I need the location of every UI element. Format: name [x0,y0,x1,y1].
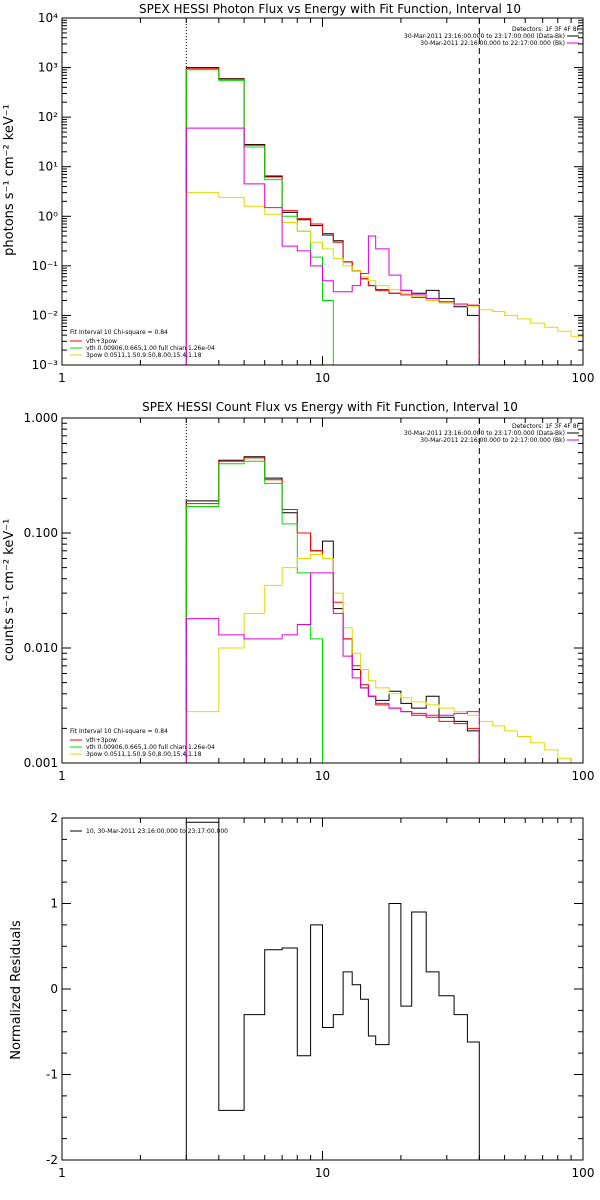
series-group [185,821,480,1160]
y-tick-label: 10⁻¹ [32,259,59,273]
chart-title: SPEX HESSI Count Flux vs Energy with Fit… [142,400,518,414]
x-tick-label: 1 [58,371,66,385]
plot-frame [61,417,584,764]
y-tick-label: 1.000 [24,411,58,425]
x-tick-label: 1 [58,769,66,783]
series-data-line [185,456,480,763]
series-vth-3pow-line [185,457,480,763]
x-tick-label: 100 [572,1166,595,1180]
axis-ticks: 1 10 100 -2 -1 0 1 2 [46,811,594,1180]
series-3pow-line [185,554,583,764]
y-tick-label: 10⁰ [38,209,58,223]
series-data-line [185,127,480,365]
y-tick-label: 10³ [38,61,58,75]
x-tick-label: 1 [58,1166,66,1180]
y-axis-label: photons s⁻¹ cm⁻² keV⁻¹ [2,104,17,256]
time-entry-bk: 30-Mar-2011 22:16:00.000 to 22:17:00.000… [420,437,565,444]
y-tick-label: 2 [50,811,58,825]
photon-flux-chart: SPEX HESSI Photon Flux vs Energy with Fi… [2,2,594,385]
x-tick-label: 10 [315,769,330,783]
time-legend: Detectors: 1F 3F 4F 8F 30-Mar-2011 23:16… [404,26,581,47]
fit-legend: Fit Interval 10 Chi-square = 0.84 vth+3p… [70,728,215,758]
plot-frame [61,17,584,366]
y-tick-label: -1 [46,1068,58,1082]
fit-label: Fit Interval 10 Chi-square = 0.84 [70,728,168,735]
y-tick-label: 0.001 [24,756,58,770]
legend-entry-3pow: 3pow 0.0511,1.50,9.50,8.00,15.4,1.18 [86,751,202,758]
x-tick-label: 100 [572,371,595,385]
legend-entry-vth: vth 0.00906,0.665,1.00 full chian 1.26e-… [86,345,215,352]
legend-entry-vth-3pow: vth+3pow [86,737,117,744]
x-tick-label: 100 [572,769,595,783]
x-tick-label: 10 [315,371,330,385]
y-tick-label: 10⁻³ [32,358,59,372]
axis-ticks: 1 10 100 10⁻³ 10⁻² 10⁻¹ 10⁰ 10¹ 10² 10³ 10⁴ [32,11,595,385]
legend-entry-vth-3pow: vth+3pow [86,338,117,345]
fit-label: Fit Interval 10 Chi-square = 0.84 [70,329,168,336]
y-tick-label: 10² [38,110,58,124]
series-vth-line [185,69,334,365]
y-tick-label: 0.010 [24,641,58,655]
y-tick-label: -2 [46,1153,58,1167]
series-data-line [185,572,480,763]
time-entry-data: 30-Mar-2011 23:16:00.000 to 23:17:00.000… [404,430,565,437]
x-tick-label: 10 [315,1166,330,1180]
legend-entry-vth: vth 0.00906,0.665,1.00 full chian 1.26e-… [86,744,215,751]
time-entry-data: 30-Mar-2011 23:16:00.000 to 23:17:00.000… [404,33,565,40]
y-tick-label: 0 [50,982,58,996]
chart-title: SPEX HESSI Photon Flux vs Energy with Fi… [139,2,521,16]
legend-entry-residuals: 10, 30-Mar-2011 23:16:00.000 to 23:17:00… [86,828,228,835]
y-axis-label: Normalized Residuals [9,920,24,1060]
count-flux-chart: SPEX HESSI Count Flux vs Energy with Fit… [2,400,594,783]
range-markers [185,418,480,763]
y-tick-label: 10⁻² [32,308,59,322]
series-10--line [185,821,480,1160]
time-legend: Detectors: 1F 3F 4F 8F 30-Mar-2011 23:16… [404,423,581,444]
series-vth-line [185,460,334,764]
y-axis-label: counts s⁻¹ cm⁻² keV⁻¹ [2,519,17,662]
detectors-label: Detectors: 1F 3F 4F 8F [512,423,581,430]
legend-entry-3pow: 3pow 0.0511,1.50,9.50,8.00,15.4,1.18 [86,352,202,359]
axis-ticks: 1 10 100 0.001 0.010 0.100 1.000 [24,411,595,783]
plot-frame [61,817,584,1161]
residual-legend: 10, 30-Mar-2011 23:16:00.000 to 23:17:00… [70,828,228,835]
fit-legend: Fit Interval 10 Chi-square = 0.84 vth+3p… [70,329,215,359]
residuals-chart: Normalized Residuals 1 10 100 -2 -1 0 1 2 10, 3… [9,811,594,1180]
series-3pow-line [185,192,584,365]
y-tick-label: 10¹ [38,160,58,174]
y-tick-label: 10⁴ [38,11,58,25]
series-group [185,456,583,764]
detectors-label: Detectors: 1F 3F 4F 8F [512,26,581,33]
y-tick-label: 1 [50,897,58,911]
time-entry-bk: 30-Mar-2011 22:16:00.000 to 22:17:00.000… [420,40,565,47]
y-tick-label: 0.100 [24,526,58,540]
series-group [185,67,584,365]
